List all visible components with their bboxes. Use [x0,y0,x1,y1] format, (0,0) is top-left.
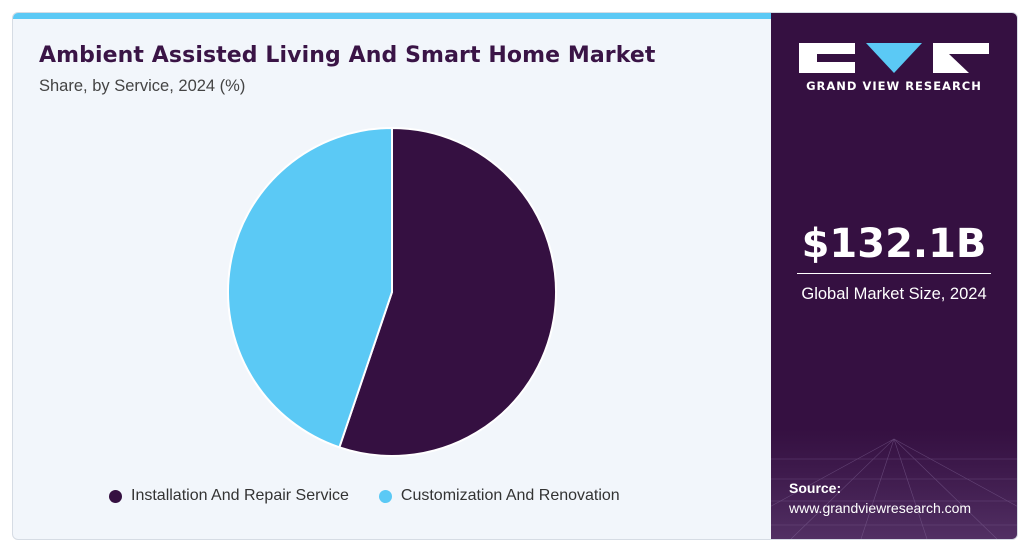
source-label: Source: [789,480,842,496]
legend-item-installation: Installation And Repair Service [109,487,349,505]
legend-swatch [109,489,122,503]
source-url[interactable]: www.grandviewresearch.com [789,500,972,516]
legend-label: Customization And Renovation [400,487,620,504]
pie-slice-installation-and-repair-service [338,126,557,457]
brand-name: GRAND VIEW RESEARCH [806,79,982,93]
legend-item-customization: Customization And Renovation [378,487,620,505]
chart-subtitle: Share, by Service, 2024 (%) [39,77,246,95]
gvr-logo-icon [799,43,989,73]
chart-panel: Ambient Assisted Living And Smart Home M… [13,13,771,539]
market-size-label: Global Market Size, 2024 [801,285,987,303]
legend-swatch [378,489,392,503]
info-panel: GRAND VIEW RESEARCH $132.1B Global Marke… [771,13,1017,539]
pie-chart [227,126,557,457]
accent-bar [13,13,771,19]
source-note: Source: www.grandviewresearch.com [789,478,971,518]
grid-decoration [771,429,1017,539]
market-size-value: $132.1B [801,221,987,267]
chart-card: Ambient Assisted Living And Smart Home M… [12,12,1018,540]
legend-label: Installation And Repair Service [131,487,349,504]
chart-legend: Installation And Repair Service Customiz… [109,487,620,505]
divider [797,273,991,274]
pie-slice-customization-and-renovation [227,126,393,449]
chart-title: Ambient Assisted Living And Smart Home M… [39,43,656,68]
